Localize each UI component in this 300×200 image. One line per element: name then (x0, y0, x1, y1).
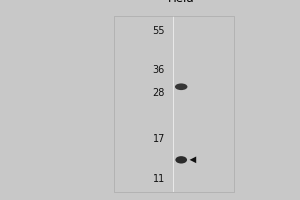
Text: 36: 36 (153, 65, 165, 75)
Bar (173, 16, 174, 192)
Bar (173, 16, 174, 192)
Bar (173, 16, 174, 192)
Text: 11: 11 (153, 174, 165, 184)
Bar (173, 16, 174, 192)
Text: 55: 55 (152, 26, 165, 36)
Bar (173, 16, 174, 192)
Bar (173, 16, 174, 192)
Text: 28: 28 (153, 88, 165, 98)
Bar (173, 16, 174, 192)
Ellipse shape (175, 156, 187, 164)
Polygon shape (190, 156, 196, 163)
Bar (173, 16, 174, 192)
Bar (173, 16, 174, 192)
Ellipse shape (175, 83, 188, 90)
Bar (173, 16, 174, 192)
Bar (173, 16, 174, 192)
Text: 17: 17 (153, 134, 165, 144)
Bar (173, 16, 174, 192)
Text: Hela: Hela (168, 0, 194, 5)
Bar (173, 16, 174, 192)
Bar (173, 16, 174, 192)
Bar (173, 16, 174, 192)
